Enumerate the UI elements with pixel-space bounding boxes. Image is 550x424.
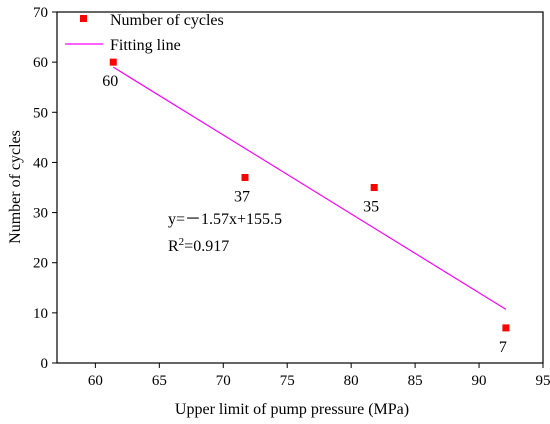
data-point bbox=[370, 184, 378, 191]
data-point bbox=[502, 324, 510, 332]
equation-text: y=－1.57x+155.5 bbox=[168, 211, 282, 228]
y-tick-label: 0 bbox=[41, 356, 49, 372]
fitting-line bbox=[112, 66, 507, 310]
x-axis-title: Upper limit of pump pressure (MPa) bbox=[175, 401, 409, 418]
point-labels: 60 37 35 7 bbox=[102, 73, 507, 356]
x-tick-label: 60 bbox=[88, 373, 103, 389]
y-axis-title: Number of cycles bbox=[7, 130, 24, 244]
x-tick-label: 80 bbox=[344, 373, 359, 389]
y-tick-label: 60 bbox=[33, 55, 48, 71]
x-tick-label: 65 bbox=[152, 373, 167, 389]
y-tick-label: 10 bbox=[33, 306, 48, 322]
y-tick-label: 50 bbox=[33, 105, 48, 121]
y-tick-label: 30 bbox=[33, 206, 48, 222]
x-tick-label: 85 bbox=[408, 373, 423, 389]
x-tick-label: 75 bbox=[280, 373, 295, 389]
y-tick-label: 70 bbox=[33, 5, 48, 21]
r-squared-text: R2=0.917 bbox=[168, 236, 229, 255]
y-tick-label: 40 bbox=[33, 155, 48, 171]
data-point bbox=[241, 173, 249, 181]
x-tick-label: 90 bbox=[472, 373, 487, 389]
data-point-label: 60 bbox=[102, 73, 118, 90]
fit-equation: y=－1.57x+155.5 R2=0.917 bbox=[168, 211, 282, 255]
data-point bbox=[109, 58, 117, 66]
legend-marker-cycles bbox=[80, 15, 87, 22]
chart-marks bbox=[109, 58, 510, 332]
x-tick-label: 95 bbox=[536, 373, 550, 389]
y-tick-label: 20 bbox=[33, 256, 48, 272]
legend-label-fitting-line: Fitting line bbox=[110, 37, 181, 54]
plot-frame bbox=[56, 11, 544, 364]
data-point-label: 7 bbox=[499, 339, 507, 356]
legend: Number of cycles Fitting line bbox=[65, 12, 224, 54]
ticks: 60 65 70 75 80 85 90 95 0 10 20 30 40 50 60 70 bbox=[33, 5, 550, 389]
data-point-label: 35 bbox=[363, 199, 379, 216]
x-tick-label: 70 bbox=[216, 373, 231, 389]
legend-label-cycles: Number of cycles bbox=[110, 12, 224, 29]
data-point-label: 37 bbox=[234, 188, 250, 205]
axes bbox=[56, 11, 544, 364]
